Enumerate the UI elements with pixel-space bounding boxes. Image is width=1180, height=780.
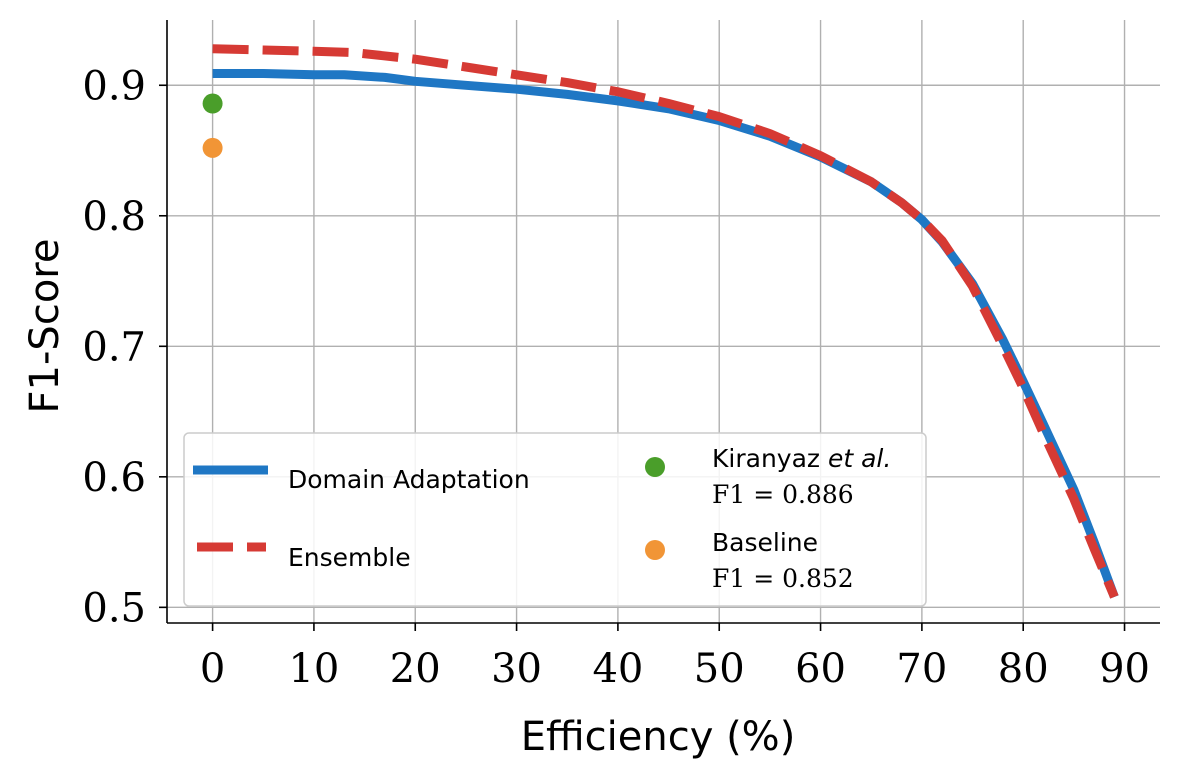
y-tick-label: 0.8	[82, 194, 146, 240]
y-ticks: 0.5 0.6 0.7 0.8 0.9	[82, 63, 167, 631]
x-axis-title: Efficiency (%)	[521, 714, 796, 760]
y-tick-label: 0.9	[82, 63, 146, 109]
y-tick-label: 0.7	[82, 324, 146, 370]
point-kiranyaz-et-al	[202, 93, 223, 114]
x-tick-label: 90	[1099, 646, 1150, 692]
x-tick-label: 70	[896, 646, 947, 692]
legend-f1-kiranyaz: F1 = 0.886	[712, 480, 854, 509]
x-tick-label: 30	[491, 646, 542, 692]
legend-marker-baseline	[645, 540, 665, 560]
point-baseline	[202, 137, 223, 158]
legend-label-ensemble: Ensemble	[288, 543, 411, 572]
legend-frame	[183, 432, 927, 607]
x-tick-label: 80	[998, 646, 1049, 692]
legend-label-kiranyaz-main: Kiranyaz	[712, 444, 828, 473]
legend-label-baseline: Baseline	[712, 528, 818, 557]
legend-marker-kiranyaz	[645, 457, 665, 477]
legend-label-domain-adaptation: Domain Adaptation	[288, 465, 530, 494]
y-tick-label: 0.5	[82, 585, 146, 631]
legend-label-kiranyaz: Kiranyaz et al.	[712, 444, 891, 473]
x-tick-label: 10	[288, 646, 339, 692]
legend-f1-baseline: F1 = 0.852	[712, 564, 854, 593]
x-tick-label: 60	[795, 646, 846, 692]
axes	[166, 20, 1160, 624]
series-lines	[212, 44, 1119, 599]
x-tick-label: 0	[200, 646, 225, 692]
x-tick-label: 20	[390, 646, 441, 692]
x-tick-label: 50	[694, 646, 745, 692]
y-tick-label: 0.6	[82, 455, 146, 501]
scatter-points	[202, 93, 223, 158]
y-axis-title: F1-Score	[22, 239, 68, 414]
legend-label-kiranyaz-emph: et al.	[828, 444, 891, 473]
x-tick-label: 40	[592, 646, 643, 692]
x-ticks: 0 10 20 30 40 50 60 70 80 90	[200, 623, 1150, 692]
legend: Domain Adaptation Ensemble Kiranyaz et a…	[183, 432, 927, 607]
